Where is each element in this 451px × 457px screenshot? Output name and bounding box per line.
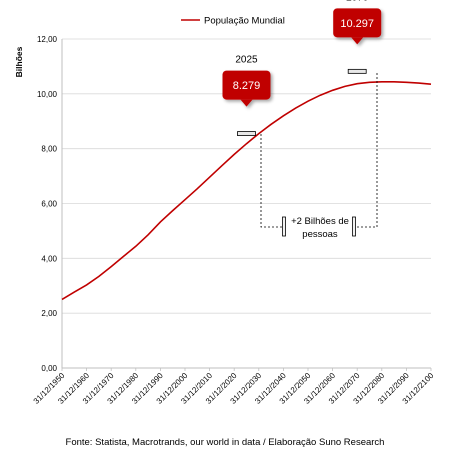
y-tick-label: 10,00: [37, 90, 58, 99]
y-tick-label: 8,00: [41, 145, 57, 154]
y-tick-labels: 0,00 2,00 4,00 6,00 8,00 10,00 12,00: [37, 35, 58, 373]
bracket-left-cap: [282, 216, 286, 237]
y-tick-label: 2,00: [41, 309, 57, 318]
callout-value: 10.297: [340, 18, 374, 30]
y-tick-label: 0,00: [41, 364, 57, 373]
y-tick-label: 4,00: [41, 254, 57, 263]
callout-pointer: [351, 37, 364, 45]
callout-year-label: 2025: [235, 55, 258, 66]
x-tick-labels: 31/12/195031/12/196031/12/197031/12/1980…: [32, 368, 436, 406]
callout-box: [222, 70, 271, 107]
legend: População Mundial: [181, 16, 285, 27]
y-tick-label: 6,00: [41, 200, 57, 209]
bracket-label-line1: +2 Bilhões de: [291, 216, 349, 227]
bracket-label-line2: pessoas: [302, 229, 338, 240]
y-axis-title: Bilhões: [14, 46, 24, 77]
source-note: Fonte: Statista, Macrotrands, our world …: [66, 437, 385, 448]
callout-box: [333, 8, 382, 45]
callout-value: 8.279: [233, 80, 261, 92]
difference-bracket: +2 Bilhões de pessoas: [260, 73, 378, 240]
bracket-right-cap: [352, 216, 356, 237]
legend-label: População Mundial: [204, 16, 285, 27]
y-tick-label: 12,00: [37, 35, 58, 44]
callout-background: [222, 70, 271, 100]
annotations: 2025 8.279 2070 10.297: [222, 0, 382, 136]
callout-year-label: 2070: [346, 0, 369, 3]
data-marker: [347, 68, 367, 74]
population-line: [61, 81, 432, 301]
callout-background: [333, 8, 382, 38]
data-marker: [237, 131, 256, 136]
callout-pointer: [240, 99, 253, 107]
